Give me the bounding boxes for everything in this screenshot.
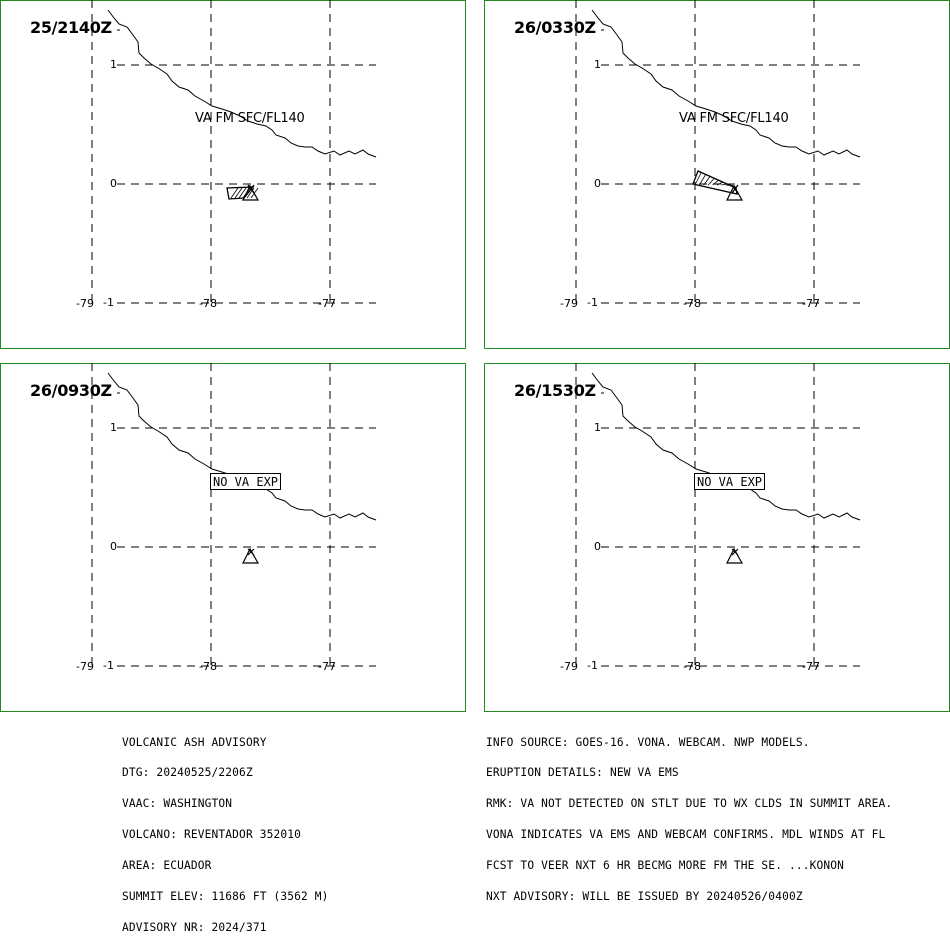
longitude-tick-label: -78 — [199, 660, 217, 673]
panel-frame — [484, 363, 950, 712]
latitude-tick-label: 1 — [594, 58, 601, 71]
advisory-line: ADVISORY NR: 2024/371 — [122, 920, 267, 934]
graticule — [91, 363, 376, 667]
graticule — [575, 363, 860, 667]
ash-hatch — [246, 187, 255, 199]
advisory-line: SUMMIT ELEV: 11686 FT (3562 M) — [122, 890, 329, 904]
no-ash-status-box: NO VA EXP — [210, 473, 282, 490]
longitude-tick-label: -79 — [76, 297, 94, 310]
panel-map — [0, 363, 466, 712]
graticule — [91, 0, 376, 304]
forecast-panel: 26/0330Z -79 -78 -77 1 0 -1 VA FM SFC/FL140 — [484, 0, 950, 349]
boundary-line — [591, 9, 861, 158]
ash-cloud-polygon — [692, 170, 738, 195]
forecast-panels: 25/2140Z -79 -78 -77 1 0 -1 VA FM SFC/FL140 26/0… — [0, 0, 950, 712]
triangle-volcano-icon — [726, 547, 744, 564]
panel-frame — [0, 363, 466, 712]
ash-cloud-polygon — [226, 186, 255, 200]
ash-hatch — [703, 176, 711, 186]
vent-marker — [247, 548, 255, 556]
advisory-line: DTG: 20240525/2206Z — [122, 766, 253, 780]
advisory-text-left: VOLCANIC ASH ADVISORY DTG: 20240525/2206… — [122, 717, 329, 944]
boundary-line — [107, 9, 377, 158]
graticule — [575, 0, 860, 304]
ash-hatch — [238, 187, 247, 199]
longitude-tick-label: -79 — [560, 660, 578, 673]
advisory-line: INFO SOURCE: GOES-16. VONA. WEBCAM. NWP … — [486, 735, 810, 749]
ash-hatch — [250, 187, 259, 199]
advisory-line: VOLCANO: REVENTADOR 352010 — [122, 828, 302, 842]
latitude-tick-label: 0 — [110, 177, 117, 190]
latitude-tick-label: 0 — [594, 540, 601, 553]
longitude-tick-label: -77 — [802, 297, 820, 310]
latitude-tick-label: 0 — [110, 540, 117, 553]
panel-frame — [0, 0, 466, 349]
longitude-tick-label: -77 — [802, 660, 820, 673]
vent-marker — [731, 184, 739, 194]
latitude-tick-label: 1 — [110, 421, 117, 434]
longitude-tick-label: -77 — [318, 660, 336, 673]
vent-marker — [731, 548, 739, 556]
latitude-tick-label: -1 — [103, 659, 114, 672]
latitude-tick-label: -1 — [103, 296, 114, 309]
ash-hatch — [712, 179, 719, 186]
ash-hatch — [230, 187, 239, 199]
longitude-tick-label: -77 — [318, 297, 336, 310]
longitude-tick-label: -78 — [199, 297, 217, 310]
advisory-line: VONA INDICATES VA EMS AND WEBCAM CONFIRM… — [486, 828, 886, 842]
longitude-tick-label: -79 — [560, 297, 578, 310]
advisory-line: FCST TO VEER NXT 6 HR BECMG MORE FM THE … — [486, 859, 845, 873]
panel-time-label: 26/0930Z — [30, 381, 112, 400]
panel-frame — [484, 0, 950, 349]
latitude-tick-label: 1 — [594, 421, 601, 434]
ash-cloud-label: VA FM SFC/FL140 — [195, 111, 305, 126]
ash-hatch — [721, 183, 728, 186]
latitude-tick-label: 0 — [594, 177, 601, 190]
no-ash-status-box: NO VA EXP — [694, 473, 766, 490]
longitude-tick-label: -78 — [683, 660, 701, 673]
latitude-tick-label: -1 — [587, 296, 598, 309]
triangle-volcano-icon — [242, 547, 260, 564]
ash-hatch — [699, 174, 706, 186]
latitude-tick-label: 1 — [110, 58, 117, 71]
longitude-tick-label: -79 — [76, 660, 94, 673]
boundary-line — [107, 372, 377, 521]
panel-map — [484, 363, 950, 712]
ash-hatch — [694, 172, 702, 186]
ash-hatch — [707, 178, 715, 186]
forecast-panel: 26/0930Z -79 -78 -77 1 0 -1 NO VA EXP — [0, 363, 466, 712]
forecast-panel: 25/2140Z -79 -78 -77 1 0 -1 VA FM SFC/FL140 — [0, 0, 466, 349]
advisory-line: VOLCANIC ASH ADVISORY — [122, 735, 267, 749]
boundary-line — [591, 372, 861, 521]
advisory-text-right: INFO SOURCE: GOES-16. VONA. WEBCAM. NWP … — [486, 717, 892, 913]
latitude-tick-label: -1 — [587, 659, 598, 672]
ash-cloud-label: VA FM SFC/FL140 — [679, 111, 789, 126]
panel-time-label: 26/0330Z — [514, 18, 596, 37]
forecast-panel: 26/1530Z -79 -78 -77 1 0 -1 NO VA EXP — [484, 363, 950, 712]
panel-time-label: 25/2140Z — [30, 18, 112, 37]
panel-time-label: 26/1530Z — [514, 381, 596, 400]
ash-hatch — [234, 187, 243, 199]
vent-marker — [247, 184, 255, 194]
advisory-line: NXT ADVISORY: WILL BE ISSUED BY 20240526… — [486, 890, 803, 904]
panel-map — [484, 0, 950, 349]
ash-hatch — [716, 181, 724, 186]
advisory-line: AREA: ECUADOR — [122, 859, 212, 873]
advisory-line: RMK: VA NOT DETECTED ON STLT DUE TO WX C… — [486, 797, 893, 811]
panel-map — [0, 0, 466, 349]
advisory-line: ERUPTION DETAILS: NEW VA EMS — [486, 766, 679, 780]
advisory-line: VAAC: WASHINGTON — [122, 797, 233, 811]
ash-hatch — [242, 187, 251, 199]
longitude-tick-label: -78 — [683, 297, 701, 310]
